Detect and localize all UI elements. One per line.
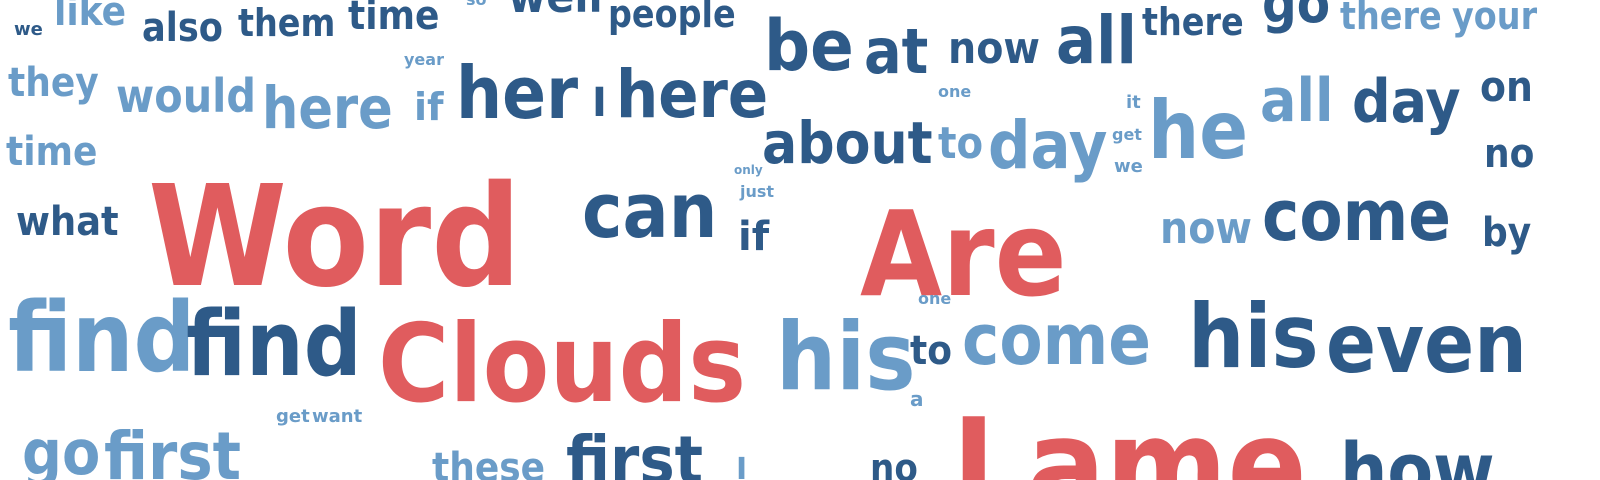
cloud-word-his: his: [776, 303, 916, 412]
cloud-word-there: there: [1340, 0, 1442, 38]
cloud-word-one: one: [938, 82, 972, 101]
cloud-word-so: so: [466, 0, 487, 8]
cloud-word-they: they: [8, 60, 99, 106]
cloud-word-get: get: [276, 406, 310, 427]
cloud-word-come: come: [962, 299, 1151, 381]
cloud-word-like: like: [54, 0, 127, 35]
cloud-word-i: I: [592, 80, 607, 126]
cloud-word-go: go: [1262, 0, 1331, 35]
cloud-word-also: also: [142, 5, 223, 51]
cloud-word-a: a: [910, 387, 924, 411]
cloud-word-no: no: [1484, 131, 1535, 177]
cloud-word-what: what: [16, 199, 119, 245]
cloud-word-here: here: [616, 56, 769, 133]
cloud-word-get: get: [1112, 125, 1142, 144]
cloud-word-them: them: [238, 1, 336, 45]
cloud-word-go: go: [22, 416, 101, 480]
cloud-word-want: want: [312, 406, 363, 427]
cloud-word-we: we: [14, 19, 43, 40]
cloud-word-day: day: [988, 107, 1108, 184]
cloud-word-one: one: [918, 289, 952, 308]
cloud-word-to: to: [938, 118, 984, 169]
cloud-word-no: no: [870, 446, 918, 480]
cloud-word-about: about: [762, 109, 933, 177]
cloud-word-find: find: [186, 292, 362, 397]
cloud-word-lame: Lame: [952, 390, 1307, 480]
cloud-word-all: all: [1056, 2, 1137, 79]
cloud-word-are: Are: [860, 185, 1067, 323]
cloud-word-her: her: [456, 51, 579, 135]
cloud-word-find: find: [8, 282, 196, 394]
cloud-word-there: there: [1142, 0, 1244, 44]
cloud-word-your: your: [1452, 0, 1538, 38]
cloud-word-word: Word: [148, 156, 522, 319]
cloud-word-even: even: [1326, 297, 1527, 392]
cloud-word-he: he: [1148, 84, 1249, 177]
cloud-word-if: if: [414, 85, 444, 129]
cloud-word-just: just: [740, 182, 775, 201]
cloud-word-now: now: [948, 23, 1040, 74]
cloud-word-now: now: [1160, 203, 1252, 254]
cloud-word-here: here: [262, 74, 393, 142]
cloud-word-i: I: [736, 452, 748, 480]
cloud-word-people: people: [608, 0, 736, 36]
cloud-word-on: on: [1480, 62, 1533, 111]
cloud-word-if: if: [738, 214, 770, 260]
cloud-word-at: at: [864, 15, 929, 88]
cloud-word-all: all: [1260, 66, 1334, 136]
cloud-word-day: day: [1352, 67, 1461, 137]
cloud-word-only: only: [734, 163, 763, 177]
cloud-word-can: can: [582, 166, 718, 255]
cloud-word-his: his: [1188, 285, 1319, 388]
cloud-word-would: would: [116, 69, 256, 123]
cloud-word-first: first: [566, 422, 704, 480]
cloud-word-year: year: [404, 50, 444, 69]
cloud-word-by: by: [1482, 210, 1532, 256]
cloud-word-to: to: [910, 328, 952, 374]
cloud-word-come: come: [1262, 175, 1451, 257]
cloud-word-we: we: [1114, 156, 1143, 177]
cloud-word-how: how: [1340, 428, 1495, 480]
cloud-word-first: first: [104, 418, 242, 480]
cloud-word-clouds: Clouds: [378, 302, 747, 427]
cloud-word-it: it: [1126, 92, 1141, 113]
cloud-word-time: time: [348, 0, 440, 39]
cloud-word-these: these: [432, 445, 546, 480]
cloud-word-time: time: [6, 129, 98, 175]
cloud-word-well: well: [508, 0, 603, 19]
cloud-word-be: be: [764, 5, 854, 87]
